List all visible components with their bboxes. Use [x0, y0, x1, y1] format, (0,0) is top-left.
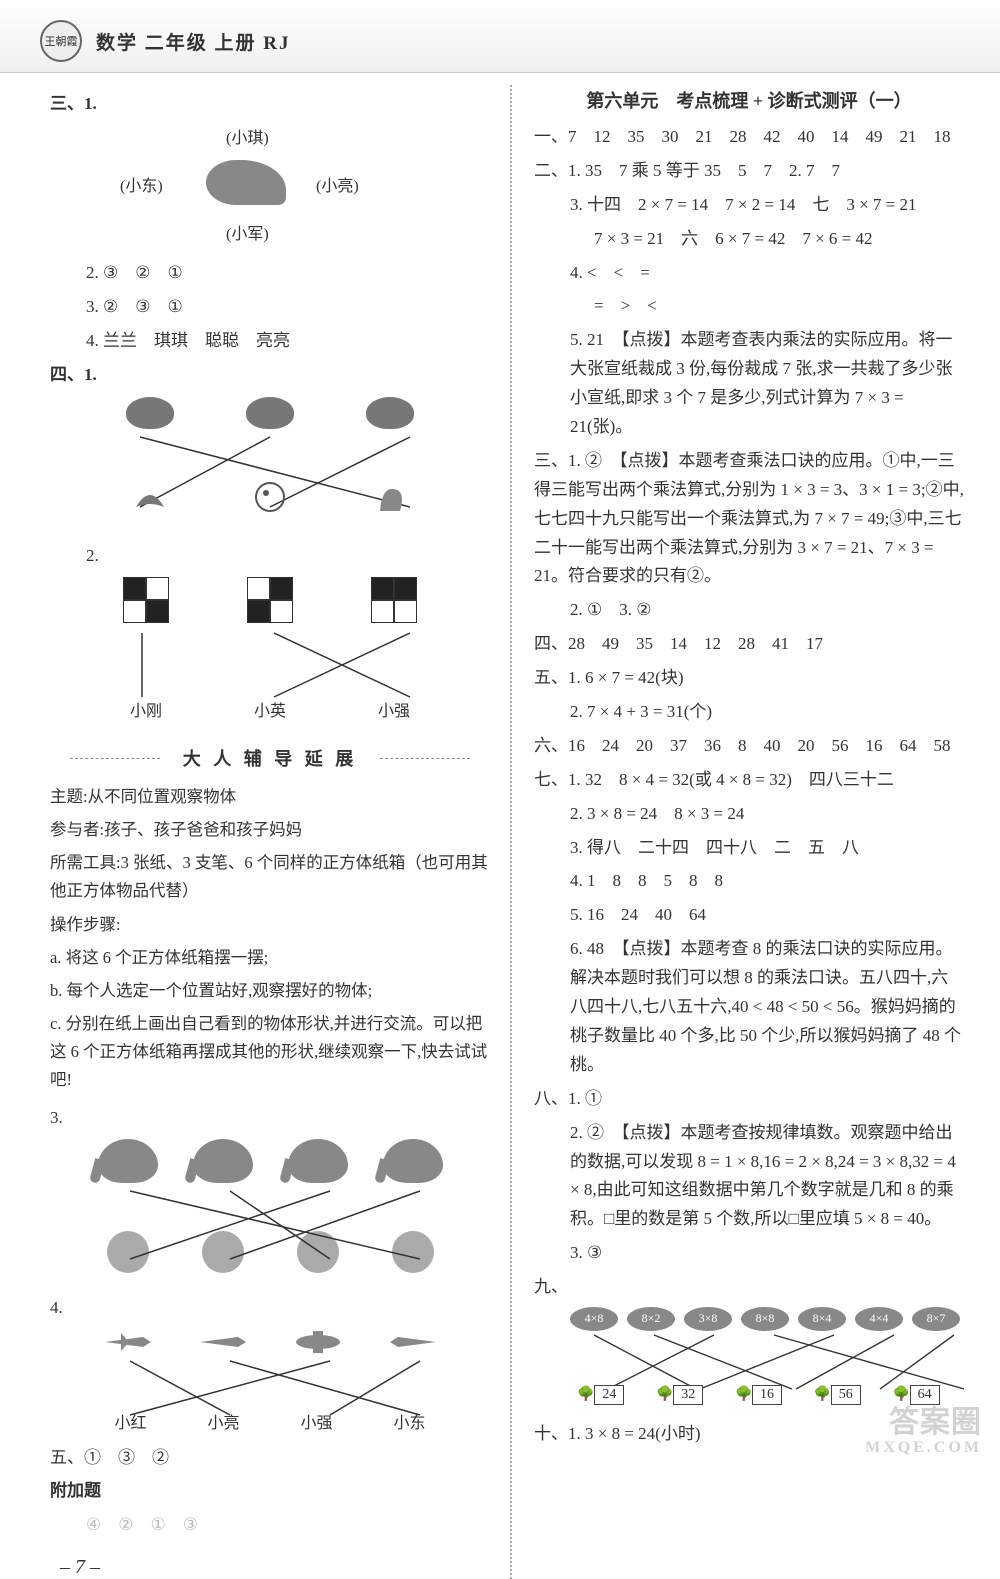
- pd-right: (小亮): [316, 172, 359, 196]
- pd-left: (小东): [120, 172, 163, 196]
- bird-icon: [130, 477, 170, 517]
- page-number: – 7 –: [50, 1556, 490, 1579]
- watermark: 答案圈 MXQE.COM: [865, 1406, 982, 1457]
- r-s7-2: 2. 3 × 8 = 24 8 × 3 = 24: [534, 800, 964, 829]
- unit-title: 第六单元 考点梳理 + 诊断式测评（一）: [534, 87, 964, 113]
- logo-icon: 王朝霞: [40, 20, 82, 62]
- box: 24: [594, 1385, 624, 1405]
- r-s2-3a: 3. 十四 2 × 7 = 14 7 × 2 = 14 七 3 × 7 = 21: [534, 191, 964, 220]
- guide-l3: 所需工具:3 张纸、3 支笔、6 个同样的正方体纸箱（也可用其他正方体物品代替）: [50, 849, 490, 905]
- guide-lc: c. 分别在纸上画出自己看到的物体形状,并进行交流。可以把这 6 个正方体纸箱再…: [50, 1010, 490, 1094]
- pd-bottom: (小军): [226, 220, 269, 244]
- r-s5-1: 五、1. 6 × 7 = 42(块): [534, 664, 964, 693]
- right-column: 第六单元 考点梳理 + 诊断式测评（一） 一、7 12 35 30 21 28 …: [512, 85, 964, 1579]
- r-s2-3b: 7 × 3 = 21 六 6 × 7 = 42 7 × 6 = 42: [534, 225, 964, 254]
- q3-2: 2. ③ ② ①: [50, 259, 490, 288]
- birds-row: [90, 477, 450, 517]
- q4b-diagram: 小红 小亮 小强 小东: [70, 1329, 470, 1439]
- r-s5-2: 2. 7 × 4 + 3 = 31(个): [534, 698, 964, 727]
- guide-la: a. 将这 6 个正方体纸箱摆一摆;: [50, 944, 490, 972]
- q3-line1: 三、1.: [50, 90, 490, 119]
- r-s3-1: 三、1. ② 【点拨】本题考查乘法口诀的应用。①中,一三得三能写出两个乘法算式,…: [534, 447, 964, 591]
- box: 64: [910, 1385, 940, 1405]
- guide-lb: b. 每个人选定一个位置站好,观察摆好的物体;: [50, 977, 490, 1005]
- r-s8-3: 3. ③: [534, 1239, 964, 1268]
- q3-label: 三、1.: [50, 90, 97, 119]
- extra-answer: ④ ② ① ③: [50, 1511, 490, 1540]
- r-s8-1: 八、1. ①: [534, 1085, 964, 1114]
- watermark-main: 答案圈: [865, 1406, 982, 1439]
- r-s7-4: 4. 1 8 8 5 8 8: [534, 867, 964, 896]
- r-s7-1: 七、1. 32 8 × 4 = 32(或 4 × 8 = 32) 四八三十二: [534, 766, 964, 795]
- r-s2-5: 5. 21 【点拨】本题考查表内乘法的实际应用。将一大张宣纸裁成 3 份,每份裁…: [534, 326, 964, 442]
- guide-text: 主题:从不同位置观察物体 参与者:孩子、孩子爸爸和孩子妈妈 所需工具:3 张纸、…: [50, 783, 490, 1093]
- r-s1: 一、7 12 35 30 21 28 42 40 14 49 21 18: [534, 123, 964, 152]
- extra-label: 附加题: [50, 1477, 490, 1506]
- r-s2-4a: 4. < < =: [534, 259, 964, 288]
- guide-l4: 操作步骤:: [50, 911, 490, 939]
- box: 32: [673, 1385, 703, 1405]
- q4-lbl: 四、1.: [50, 361, 97, 390]
- watermark-sub: MXQE.COM: [865, 1439, 982, 1457]
- r-s4: 四、28 49 35 14 12 28 41 17: [534, 630, 964, 659]
- q4-1-diagram: [70, 397, 470, 537]
- cross-lines-4: [70, 1329, 470, 1439]
- dolphin-icon: [206, 160, 286, 205]
- r-s2-1: 二、1. 35 7 乘 5 等于 35 5 7 2. 7 7: [534, 157, 964, 186]
- r-s7-3: 3. 得八 二十四 四十八 二 五 八: [534, 834, 964, 863]
- cross-lines-3: [70, 1139, 470, 1289]
- r-s3-2: 2. ① 3. ②: [534, 596, 964, 625]
- r-s8-2: 2. ② 【点拨】本题考查按规律填数。观察题中给出的数据,可以发现 8 = 1 …: [534, 1119, 964, 1235]
- r-s9-label: 九、: [534, 1273, 964, 1302]
- r-s2-4b: = > <: [534, 292, 964, 321]
- q3b-label: 3.: [50, 1104, 490, 1133]
- q3b-diagram: [70, 1139, 470, 1289]
- guide-l1: 主题:从不同位置观察物体: [50, 783, 490, 811]
- guide-l2: 参与者:孩子、孩子爸爸和孩子妈妈: [50, 816, 490, 844]
- q9-diagram: 4×8 8×2 3×8 8×8 8×4 4×4 8×7 24 32 16: [570, 1307, 964, 1415]
- r-s7-6: 6. 48 【点拨】本题考查 8 的乘法口诀的实际应用。解决本题时我们可以想 8…: [534, 935, 964, 1079]
- guide-banner: 大 人 辅 导 延 展: [50, 745, 490, 771]
- q4-2-label: 2.: [50, 542, 490, 571]
- header-title: 数学 二年级 上册 RJ: [96, 28, 290, 55]
- pd-top: (小琪): [226, 124, 269, 148]
- r-s6: 六、16 24 20 37 36 8 40 20 56 16 64 58: [534, 732, 964, 761]
- q3-3: 3. ② ③ ①: [50, 293, 490, 322]
- q4b-label: 4.: [50, 1294, 490, 1323]
- bird-icon: [250, 477, 290, 517]
- q3-4: 4. 兰兰 琪琪 聪聪 亮亮: [50, 327, 490, 356]
- content-columns: 三、1. (小琪) (小东) (小亮) (小军) 2. ③ ② ① 3. ② ③…: [0, 73, 1000, 1579]
- q5: 五、① ③ ②: [50, 1444, 490, 1473]
- left-column: 三、1. (小琪) (小东) (小亮) (小军) 2. ③ ② ① 3. ② ③…: [50, 85, 512, 1579]
- bird-icon: [370, 477, 410, 517]
- extra-lbl: 附加题: [50, 1481, 101, 1500]
- box: 56: [831, 1385, 861, 1405]
- page-header: 王朝霞 数学 二年级 上册 RJ: [0, 0, 1000, 73]
- q4-2-diagram: 小刚 小英 小强: [70, 577, 470, 727]
- r-s7-5: 5. 16 24 40 64: [534, 901, 964, 930]
- box: 16: [752, 1385, 782, 1405]
- position-diagram: (小琪) (小东) (小亮) (小军): [86, 124, 490, 254]
- cross-lines-2: [70, 577, 470, 727]
- q4-label: 四、1.: [50, 361, 490, 390]
